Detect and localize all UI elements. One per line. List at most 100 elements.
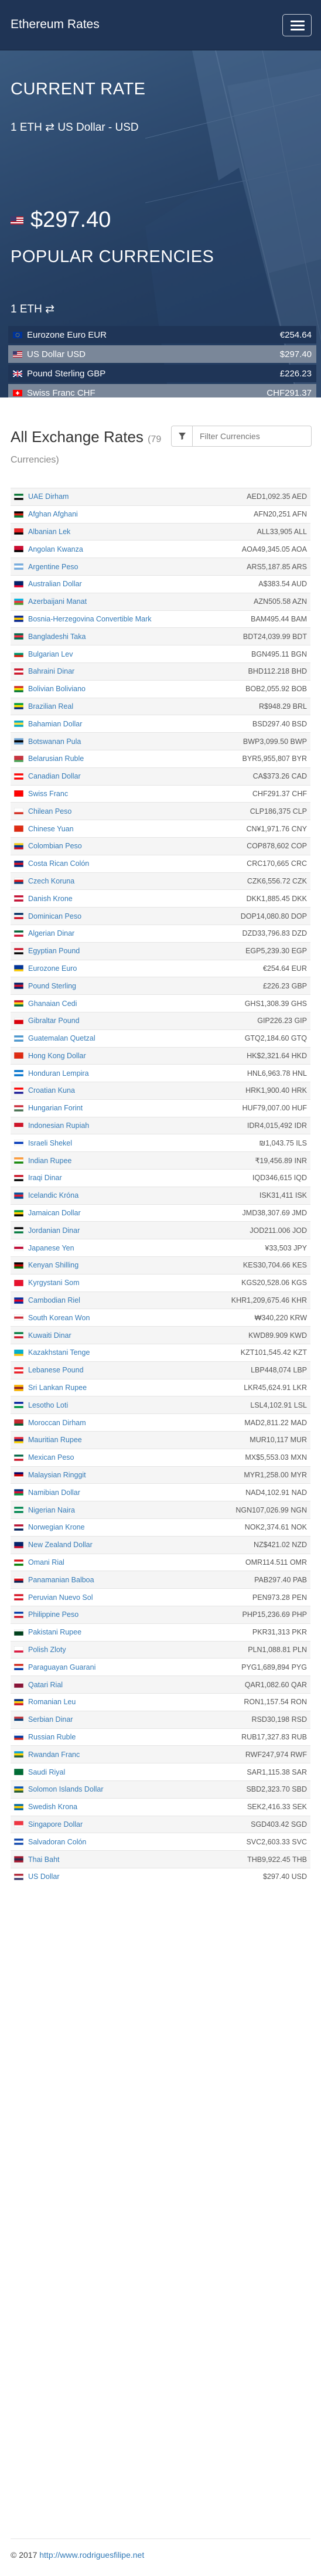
currency-name[interactable]: Costa Rican Colón <box>28 859 90 868</box>
table-row[interactable]: Costa Rican Colón CRC170,665 CRC <box>11 854 310 872</box>
table-row[interactable]: Mexican Peso MX$5,553.03 MXN <box>11 1448 310 1466</box>
table-row[interactable]: Afghan Afghani AFN20,251 AFN <box>11 505 310 523</box>
table-row[interactable]: Rwandan Franc RWF247,974 RWF <box>11 1745 310 1763</box>
table-row[interactable]: Panamanian Balboa PAB297.40 PAB <box>11 1571 310 1589</box>
table-row[interactable]: Botswanan Pula BWP3,099.50 BWP <box>11 732 310 750</box>
currency-name[interactable]: Icelandic Króna <box>28 1191 79 1200</box>
currency-name[interactable]: Belarusian Ruble <box>28 755 84 763</box>
table-row[interactable]: Azerbaijani Manat AZN505.58 AZN <box>11 592 310 610</box>
table-row[interactable]: Bahraini Dinar BHD112.218 BHD <box>11 662 310 680</box>
currency-name[interactable]: Indian Rupee <box>28 1156 72 1165</box>
currency-name[interactable]: Czech Koruna <box>28 876 75 885</box>
currency-name[interactable]: Mexican Peso <box>28 1453 74 1462</box>
table-row[interactable]: Lebanese Pound LBP448,074 LBP <box>11 1361 310 1379</box>
currency-name[interactable]: Canadian Dollar <box>28 772 81 781</box>
table-row[interactable]: Bahamian Dollar BSD297.40 BSD <box>11 715 310 732</box>
currency-name[interactable]: Ghanaian Cedi <box>28 999 77 1008</box>
popular-row-eur[interactable]: Eurozone Euro EUR €254.64 <box>8 326 316 344</box>
table-row[interactable]: Croatian Kuna HRK1,900.40 HRK <box>11 1082 310 1099</box>
table-row[interactable]: Egyptian Pound EGP5,239.30 EGP <box>11 942 310 960</box>
table-row[interactable]: Norwegian Krone NOK2,374.61 NOK <box>11 1518 310 1536</box>
currency-name[interactable]: Kuwaiti Dinar <box>28 1331 71 1340</box>
table-row[interactable]: Icelandic Króna ISK31,411 ISK <box>11 1186 310 1204</box>
table-row[interactable]: Australian Dollar A$383.54 AUD <box>11 575 310 593</box>
table-row[interactable]: Qatari Rial QAR1,082.60 QAR <box>11 1676 310 1693</box>
currency-name[interactable]: Kyrgystani Som <box>28 1279 80 1287</box>
currency-name[interactable]: Polish Zloty <box>28 1645 66 1654</box>
table-row[interactable]: Serbian Dinar RSD30,198 RSD <box>11 1710 310 1728</box>
table-row[interactable]: Chilean Peso CLP186,375 CLP <box>11 802 310 820</box>
table-row[interactable]: Canadian Dollar CA$373.26 CAD <box>11 767 310 785</box>
author-link[interactable]: http://www.rodriguesfilipe.net <box>39 2550 145 2560</box>
currency-name[interactable]: Chinese Yuan <box>28 824 74 833</box>
table-row[interactable]: Swedish Krona SEK2,416.33 SEK <box>11 1797 310 1816</box>
currency-name[interactable]: Mauritian Rupee <box>28 1436 82 1445</box>
currency-name[interactable]: Pound Sterling <box>28 981 77 990</box>
table-row[interactable]: Honduran Lempira HNL6,963.78 HNL <box>11 1064 310 1082</box>
currency-name[interactable]: US Dollar <box>28 1872 60 1881</box>
currency-name[interactable]: Iraqi Dinar <box>28 1174 62 1182</box>
table-row[interactable]: Albanian Lek ALL33,905 ALL <box>11 522 310 541</box>
currency-name[interactable]: Swedish Krona <box>28 1803 78 1812</box>
table-row[interactable]: Bangladeshi Taka BDT24,039.99 BDT <box>11 627 310 645</box>
currency-name[interactable]: Gibraltar Pound <box>28 1017 80 1025</box>
currency-name[interactable]: Azerbaijani Manat <box>28 597 87 606</box>
currency-name[interactable]: Bahraini Dinar <box>28 667 75 676</box>
filter-input[interactable] <box>193 431 304 441</box>
table-row[interactable]: UAE Dirham AED1,092.35 AED <box>11 488 310 505</box>
table-row[interactable]: Bosnia-Herzegovina Convertible Mark BAM49… <box>11 610 310 628</box>
currency-name[interactable]: Lesotho Loti <box>28 1401 69 1409</box>
table-row[interactable]: Polish Zloty PLN1,088.81 PLN <box>11 1640 310 1659</box>
table-row[interactable]: Lesotho Loti LSL4,102.91 LSL <box>11 1396 310 1414</box>
table-row[interactable]: Mauritian Rupee MUR10,117 MUR <box>11 1431 310 1449</box>
currency-name[interactable]: Afghan Afghani <box>28 510 78 519</box>
table-row[interactable]: Gibraltar Pound GIP226.23 GIP <box>11 1011 310 1029</box>
currency-name[interactable]: Moroccan Dirham <box>28 1418 86 1427</box>
table-row[interactable]: Kenyan Shilling KES30,704.66 KES <box>11 1256 310 1274</box>
currency-name[interactable]: Honduran Lempira <box>28 1069 89 1078</box>
table-row[interactable]: Saudi Riyal SAR1,115.38 SAR <box>11 1763 310 1780</box>
table-row[interactable]: Chinese Yuan CN¥1,971.76 CNY <box>11 820 310 837</box>
table-row[interactable]: Ghanaian Cedi GHS1,308.39 GHS <box>11 994 310 1012</box>
currency-name[interactable]: Namibian Dollar <box>28 1488 80 1497</box>
table-row[interactable]: Philippine Peso PHP15,236.69 PHP <box>11 1606 310 1623</box>
currency-name[interactable]: Bolivian Boliviano <box>28 685 86 694</box>
currency-name[interactable]: Hong Kong Dollar <box>28 1051 86 1060</box>
table-row[interactable]: Solomon Islands Dollar SBD2,323.70 SBD <box>11 1780 310 1798</box>
currency-name[interactable]: Brazilian Real <box>28 702 74 711</box>
table-row[interactable]: Pakistani Rupee PKR31,313 PKR <box>11 1623 310 1641</box>
table-row[interactable]: Cambodian Riel KHR1,209,675.46 KHR <box>11 1291 310 1309</box>
currency-name[interactable]: Australian Dollar <box>28 580 82 589</box>
currency-name[interactable]: Cambodian Riel <box>28 1296 80 1305</box>
table-row[interactable]: Israeli Shekel ₪1,043.75 ILS <box>11 1134 310 1151</box>
currency-name[interactable]: Rwandan Franc <box>28 1750 80 1759</box>
currency-name[interactable]: Chilean Peso <box>28 807 72 815</box>
popular-row-gbp[interactable]: Pound Sterling GBP £226.23 <box>8 365 316 382</box>
table-row[interactable]: Belarusian Ruble BYR5,955,807 BYR <box>11 749 310 767</box>
table-row[interactable]: Namibian Dollar NAD4,102.91 NAD <box>11 1483 310 1501</box>
currency-name[interactable]: Swiss Franc <box>28 789 69 798</box>
currency-name[interactable]: Bahamian Dollar <box>28 719 83 728</box>
table-row[interactable]: Paraguayan Guarani PYG1,689,894 PYG <box>11 1658 310 1676</box>
table-row[interactable]: Eurozone Euro €254.64 EUR <box>11 959 310 977</box>
table-row[interactable]: Singapore Dollar SGD403.42 SGD <box>11 1815 310 1833</box>
currency-name[interactable]: New Zealand Dollar <box>28 1541 93 1549</box>
currency-name[interactable]: Qatari Rial <box>28 1680 63 1689</box>
table-row[interactable]: Russian Ruble RUB17,327.83 RUB <box>11 1728 310 1746</box>
table-row[interactable]: Nigerian Naira NGN107,026.99 NGN <box>11 1501 310 1519</box>
table-row[interactable]: Bulgarian Lev BGN495.11 BGN <box>11 645 310 662</box>
currency-name[interactable]: Salvadoran Colón <box>28 1837 87 1846</box>
currency-name[interactable]: Kazakhstani Tenge <box>28 1348 90 1357</box>
table-row[interactable]: Romanian Leu RON1,157.54 RON <box>11 1693 310 1711</box>
currency-name[interactable]: Jamaican Dollar <box>28 1209 81 1218</box>
table-row[interactable]: Jordanian Dinar JOD211.006 JOD <box>11 1221 310 1239</box>
table-row[interactable]: Sri Lankan Rupee LKR45,624.91 LKR <box>11 1378 310 1396</box>
currency-name[interactable]: Solomon Islands Dollar <box>28 1785 104 1794</box>
table-row[interactable]: South Korean Won ₩340,220 KRW <box>11 1309 310 1326</box>
currency-name[interactable]: Singapore Dollar <box>28 1820 83 1829</box>
table-row[interactable]: Japanese Yen ¥33,503 JPY <box>11 1239 310 1256</box>
table-row[interactable]: Czech Koruna CZK6,556.72 CZK <box>11 872 310 890</box>
currency-name[interactable]: Panamanian Balboa <box>28 1575 94 1584</box>
table-row[interactable]: Angolan Kwanza AOA49,345.05 AOA <box>11 540 310 558</box>
currency-name[interactable]: Bosnia-Herzegovina Convertible Mark <box>28 614 152 623</box>
